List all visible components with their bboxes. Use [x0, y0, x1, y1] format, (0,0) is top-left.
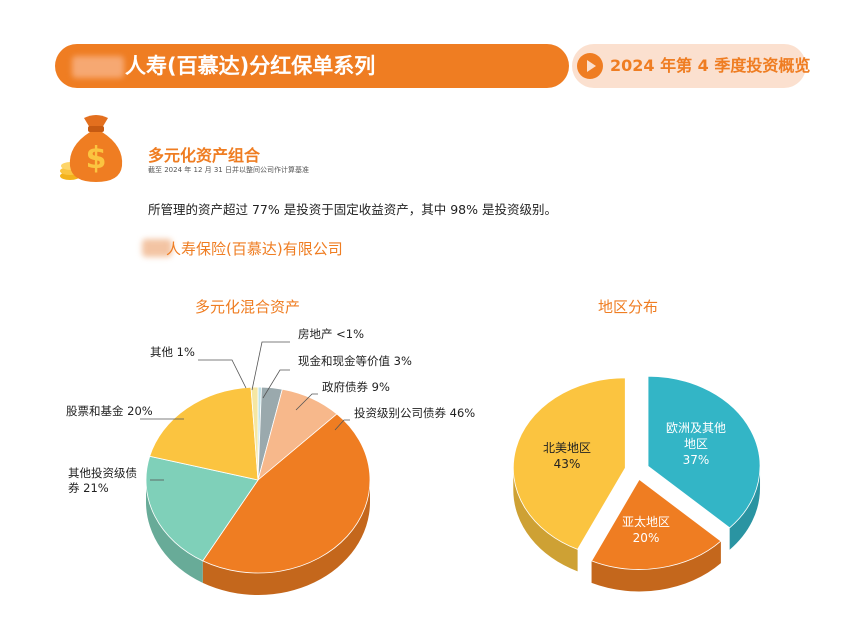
region-pie-side-2: [513, 467, 578, 572]
section-title: 多元化资产组合: [148, 146, 261, 165]
money-bag-icon: $: [56, 110, 136, 194]
label-na-name: 北美地区: [543, 441, 592, 455]
label-north-america: 北美地区 43%: [543, 440, 591, 472]
company-name: 人寿保险(百慕达)有限公司: [166, 240, 343, 258]
asset-pie-side-3: [202, 480, 370, 595]
asset-pie-slice-3: [202, 413, 371, 574]
redacted-brand: [72, 56, 124, 78]
label-equities: 股票和基金 20%: [66, 404, 153, 418]
period-pill: [572, 44, 806, 88]
chart-title-assets: 多元化混合资产: [195, 298, 301, 316]
period-label: 2024 年第 4 季度投资概览: [610, 56, 811, 75]
chart-title-region: 地区分布: [598, 298, 659, 316]
asset-pie-slice-4: [145, 455, 259, 562]
label-gov-bonds: 政府债券 9%: [322, 380, 390, 394]
label-ig-corp-bonds: 投资级别公司债券 46%: [354, 406, 476, 420]
label-apac-name: 亚太地区: [622, 515, 671, 529]
label-europe-pct: 37%: [682, 453, 710, 467]
region-pie-slice-2: [512, 377, 626, 550]
asset-pie-side-4: [146, 480, 203, 583]
label-cash: 现金和现金等价值 3%: [298, 354, 412, 368]
header-banner: [55, 44, 569, 88]
summary-statement: 所管理的资产超过 77% 是投资于固定收益资产，其中 98% 是投资级别。: [148, 202, 557, 217]
label-apac: 亚太地区 20%: [622, 514, 670, 546]
region-pie-slice-0: [647, 375, 761, 529]
redacted-brand-2: [142, 239, 172, 257]
play-arrow-icon: [577, 53, 603, 79]
leader-line-2: [295, 393, 318, 411]
label-europe: 欧洲及其他地区 37%: [666, 420, 726, 468]
label-others: 其他 1%: [150, 345, 195, 359]
asset-pie-slice-5: [149, 386, 259, 481]
leader-line-6: [198, 359, 247, 389]
svg-text:$: $: [86, 141, 107, 176]
region-pie-side-1: [591, 541, 721, 592]
label-other-ig-bonds: 其他投资级债券 21%: [68, 466, 137, 495]
as-of-date: 截至 2024 年 12 月 31 日并以整间公司作计算基准: [148, 166, 309, 174]
label-real-estate: 房地产 <1%: [298, 327, 365, 341]
region-pie-slice-1: [590, 478, 722, 570]
label-na-pct: 43%: [553, 457, 581, 471]
asset-pie-slice-6: [250, 386, 259, 481]
region-pie-side-0: [729, 466, 761, 550]
label-europe-name: 欧洲及其他地区: [666, 421, 727, 451]
leader-line-3: [334, 419, 350, 431]
leader-line-1: [262, 369, 290, 399]
label-apac-pct: 20%: [632, 531, 660, 545]
leader-line-0: [251, 341, 290, 391]
page-title: 人寿(百慕达)分红保单系列: [125, 54, 376, 78]
